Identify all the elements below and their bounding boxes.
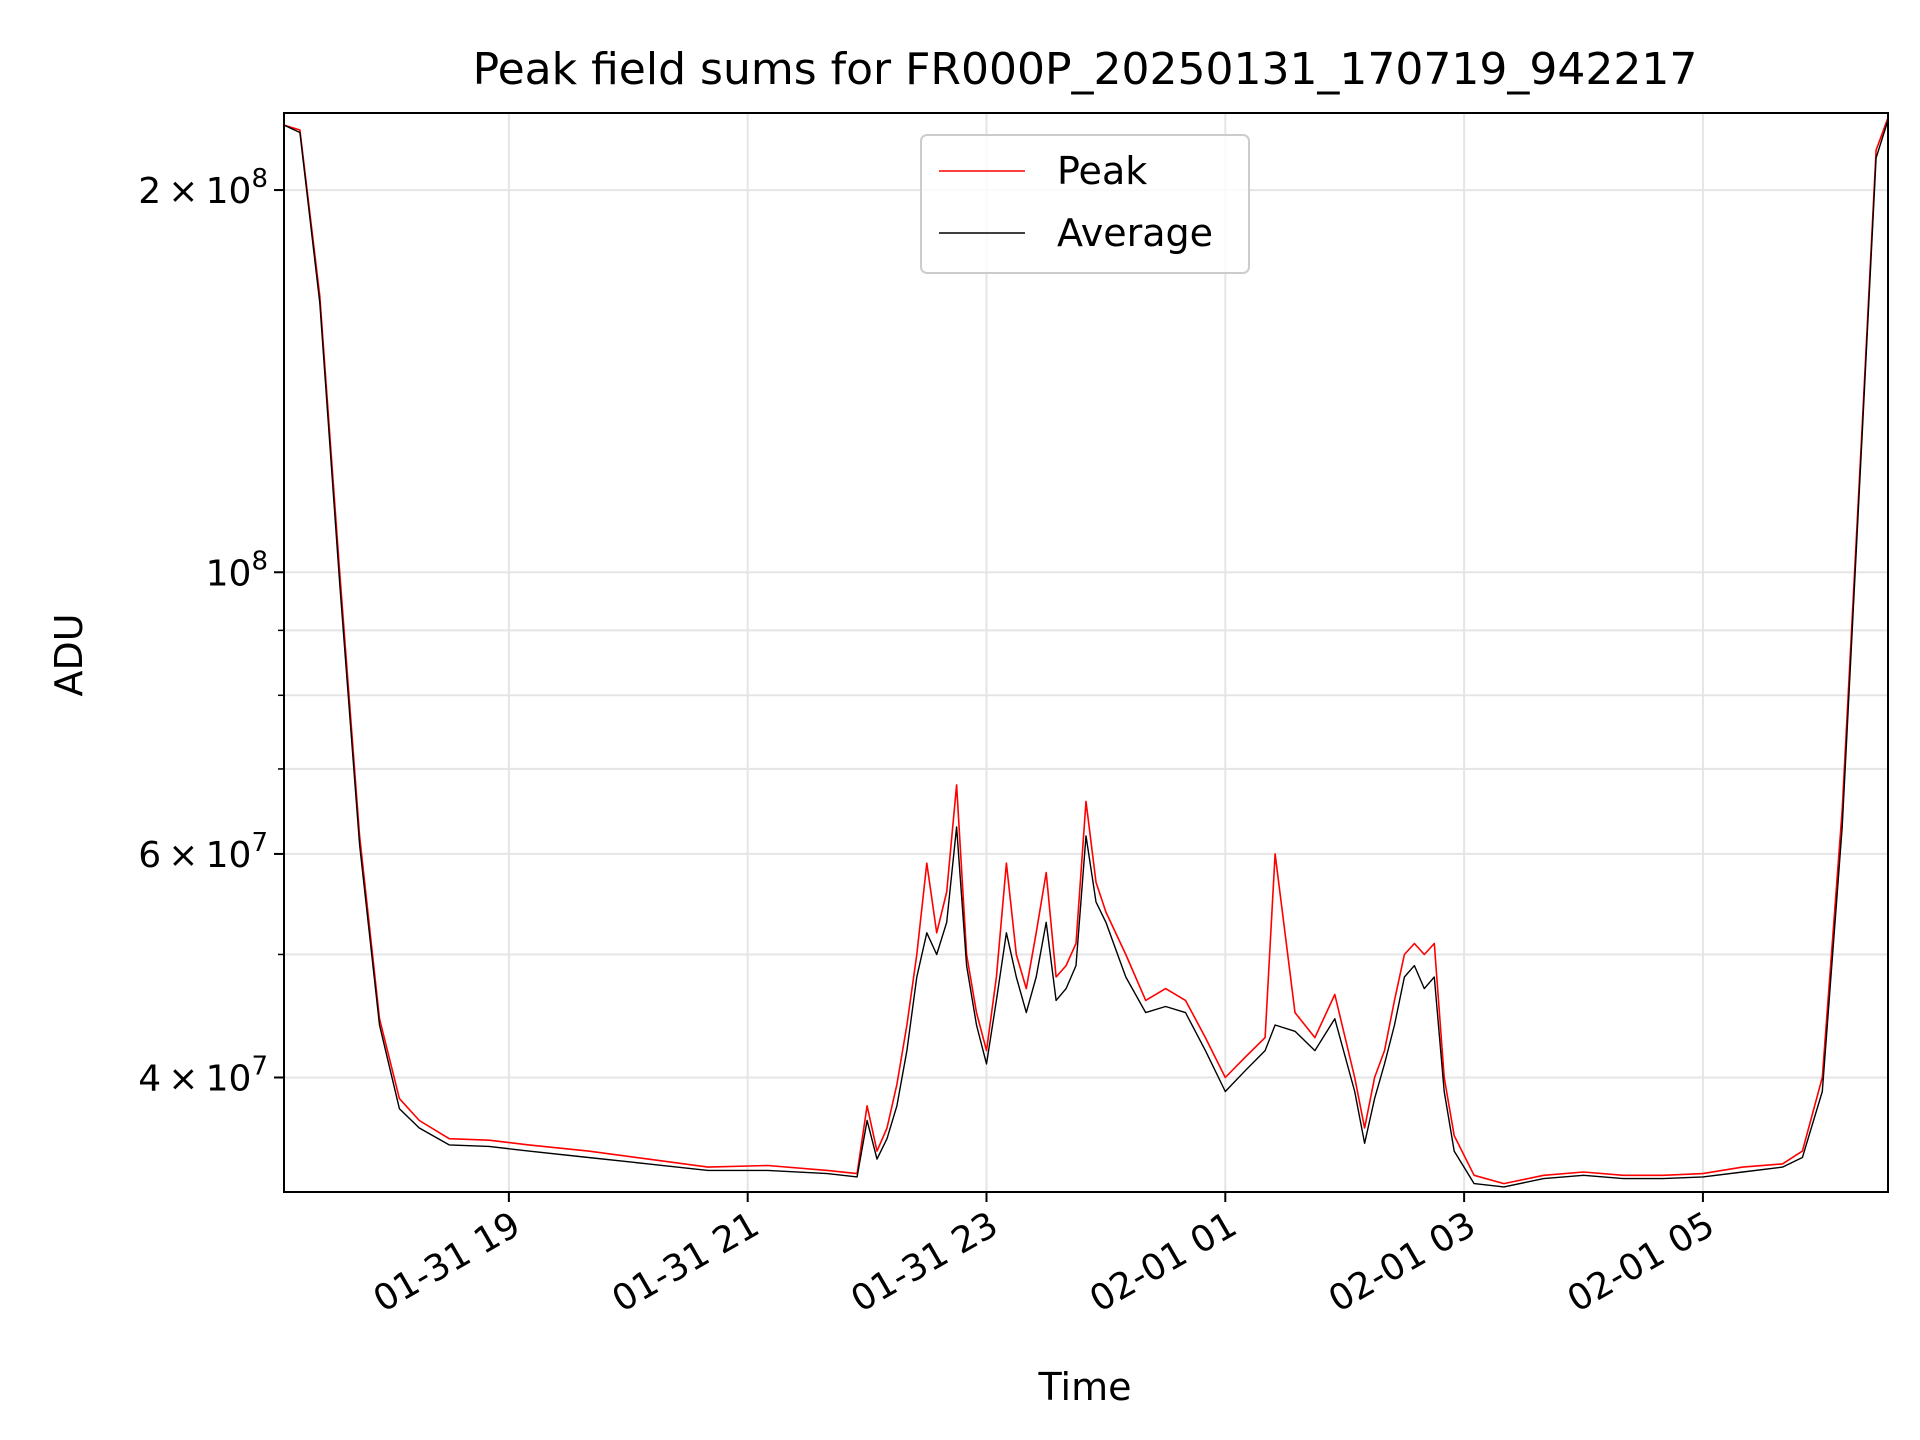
legend-box [920, 134, 1250, 274]
legend-peak-label: Peak [1057, 149, 1147, 193]
series-line-average [284, 119, 1888, 1188]
legend-average-label: Average [1057, 211, 1213, 255]
series-line-peak [284, 117, 1888, 1185]
plot-lines [284, 117, 1888, 1188]
legend: Peak Average [920, 134, 1250, 274]
y-tick-label: 4 × 107 [138, 1052, 268, 1100]
y-tick-label: 2 × 108 [138, 164, 268, 212]
x-axis-label: Time [1038, 1365, 1132, 1409]
y-tick-label: 108 [206, 546, 268, 594]
axes-frame [283, 112, 1889, 1193]
y-axis-label: ADU [47, 613, 91, 696]
chart-title: Peak field sums for FR000P_20250131_1707… [473, 44, 1698, 95]
y-tick-label: 6 × 107 [138, 828, 268, 876]
